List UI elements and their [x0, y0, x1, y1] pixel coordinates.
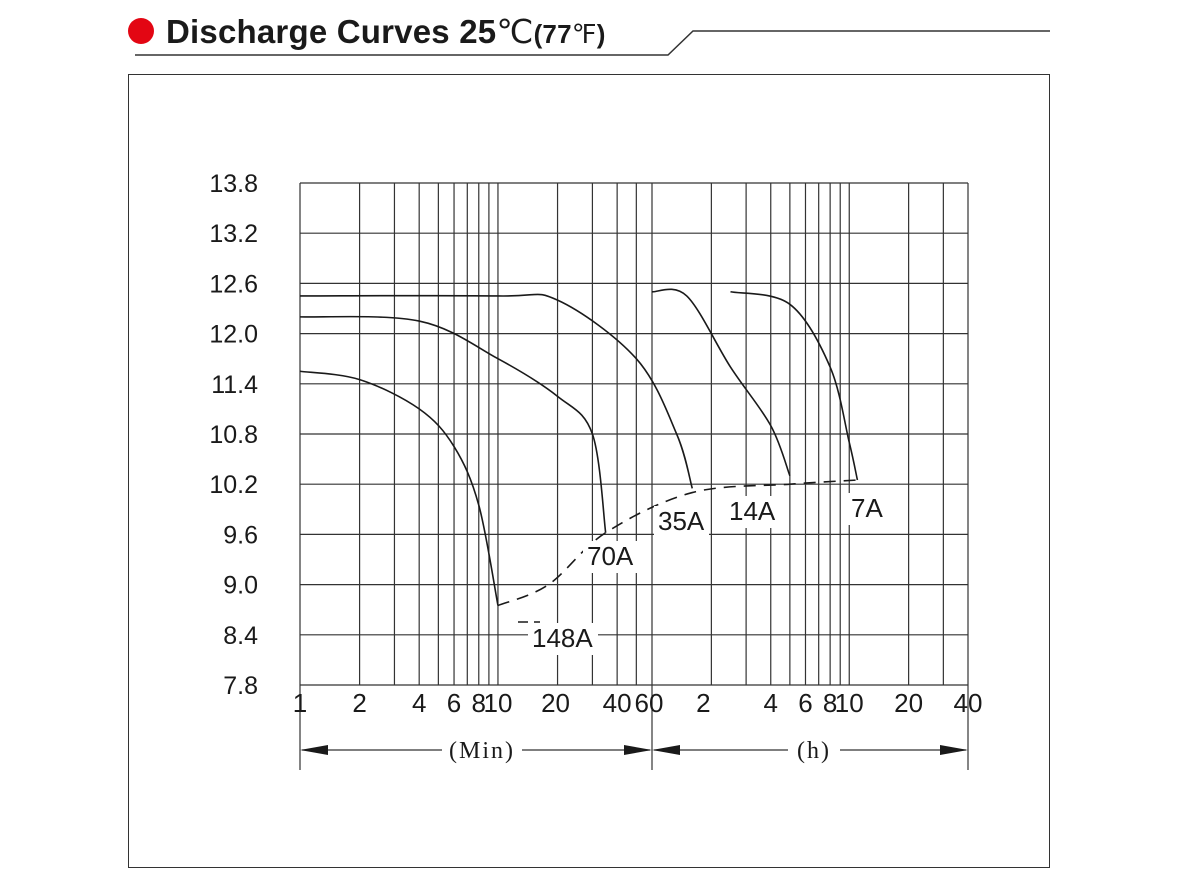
series-label-148A: 148A [532, 623, 593, 653]
end-voltage-dashed-curve [497, 479, 858, 607]
x-unit-hours: (h) [797, 738, 831, 764]
x-unit-hours-bg [788, 734, 840, 766]
series-label-bg [528, 623, 598, 655]
y-tick-label: 8.4 [223, 622, 258, 650]
series-label-bg [725, 496, 780, 528]
x-tick-label: 1 [293, 688, 307, 718]
y-tick-label: 11.4 [211, 371, 258, 399]
x-tick-label: 4 [412, 688, 426, 718]
x-unit-minutes-bg [442, 734, 522, 766]
y-tick-label: 10.2 [209, 471, 258, 499]
series-label-7A: 7A [851, 493, 883, 523]
x-tick-label: 40 [954, 688, 983, 718]
curve-148A [299, 370, 499, 606]
arrowhead-left-icon [300, 745, 328, 755]
y-tick-label: 13.2 [209, 220, 258, 248]
series-label-bg [583, 541, 638, 573]
x-tick-label: 2 [696, 688, 710, 718]
series-label-bg [847, 493, 887, 525]
page-title: Discharge Curves 25℃(77℉) [166, 13, 606, 50]
x-tick-label: 4 [764, 688, 778, 718]
curve-70A [299, 315, 607, 533]
x-tick-label: 2 [352, 688, 366, 718]
arrowhead-left-icon [652, 745, 680, 755]
x-tick-label: 8 [472, 688, 486, 718]
series-labels: 148A 70A 35A 14A 7A [528, 493, 887, 655]
x-tick-labels: 1 2 4 6 810 20 40 60 2 4 6 810 20 40 [293, 688, 983, 718]
header: Discharge Curves 25℃(77℉) [0, 0, 1192, 70]
y-tick-label: 9.6 [223, 521, 258, 549]
series-label-bg [654, 506, 709, 538]
y-tick-label: 10.8 [209, 421, 258, 449]
header-rule [135, 30, 1050, 56]
x-unit-minutes: (Min) [449, 738, 515, 764]
series-label-35A: 35A [658, 506, 705, 536]
chart-grid [299, 182, 969, 770]
y-tick-label: 13.8 [209, 170, 258, 198]
curve-7A [730, 290, 859, 481]
x-tick-label: 60 [635, 688, 664, 718]
y-tick-label: 12.0 [209, 321, 258, 349]
curve-35A [299, 293, 694, 489]
x-tick-label: 20 [541, 688, 570, 718]
curve-14A [651, 288, 791, 477]
series-label-14A: 14A [729, 496, 776, 526]
x-tick-label: 6 [798, 688, 812, 718]
y-tick-label: 12.6 [209, 270, 258, 298]
y-tick-label: 9.0 [223, 572, 258, 600]
x-tick-label: 10 [835, 688, 864, 718]
y-tick-label: 7.8 [223, 672, 258, 700]
discharge-curves [299, 288, 859, 623]
arrowhead-right-icon [940, 745, 968, 755]
series-label-70A: 70A [587, 541, 634, 571]
arrowhead-right-icon [624, 745, 652, 755]
x-tick-label: 20 [894, 688, 923, 718]
red-bullet-icon [128, 18, 154, 44]
y-tick-labels: 13.8 13.2 12.6 12.0 11.4 10.8 10.2 9.6 9.0 8.4 7.8 [209, 170, 258, 700]
x-tick-label: 10 [483, 688, 512, 718]
x-tick-label: 6 [447, 688, 461, 718]
x-tick-label: 8 [823, 688, 837, 718]
chart-frame [128, 74, 1050, 868]
x-unit-arrows: (Min) (h) [300, 734, 968, 766]
x-tick-label: 40 [603, 688, 632, 718]
